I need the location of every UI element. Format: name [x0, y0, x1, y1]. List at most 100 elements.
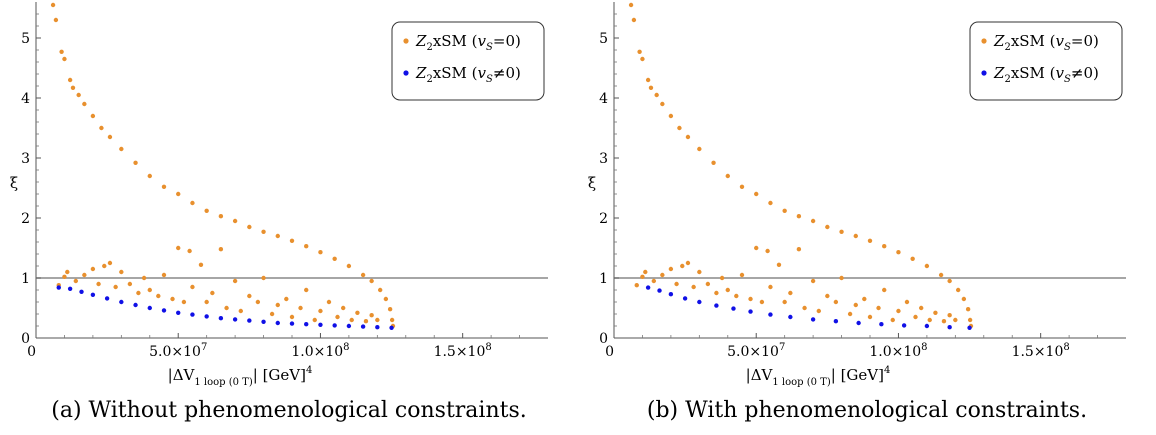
chart-0-series-0-point [102, 263, 107, 269]
chart-0-series-0-point [304, 287, 309, 293]
chart-0-series-1-point [79, 289, 84, 294]
chart-1-y-tick-label: 2 [599, 211, 608, 227]
chart-0-legend-label-1: Z2xSM (vS≠0) [415, 64, 521, 85]
chart-1-series-0-point [896, 250, 901, 255]
caption-b-label: (b) [646, 398, 679, 423]
chart-0-series-0-point [59, 49, 64, 54]
chart-1-series-0-point [705, 281, 711, 287]
chart-1-series-0-point [876, 305, 881, 311]
chart-1-series-0-point [725, 287, 730, 293]
chart-1-series-0-point [651, 278, 657, 284]
chart-0-series-0-point [369, 278, 374, 284]
chart-1-series-0-point [941, 319, 947, 324]
chart-1-series-0-point [645, 77, 651, 83]
chart-0-series-0-point [224, 305, 229, 311]
chart-0-series-1-point [90, 292, 96, 297]
chart-0-series-0-point [341, 305, 346, 311]
chart-0-series-1-point [275, 320, 280, 326]
chart-1-series-1-point [645, 285, 651, 290]
chart-1-series-0 [628, 2, 974, 329]
chart-0-series-0-point [170, 296, 175, 302]
chart-1-series-0-point [782, 299, 787, 305]
chart-0-series-0-point [67, 77, 73, 83]
chart-1-series-1-point [714, 303, 719, 308]
chart-1-legend-label-0: Z2xSM (vS=0) [993, 32, 1099, 53]
chart-1-series-0-point [927, 317, 932, 323]
chart-0-series-1-point [375, 325, 380, 330]
chart-1-series-0-point [768, 284, 773, 290]
chart-1-series-0-point [660, 272, 665, 278]
chart-1-series-1-point [788, 314, 793, 320]
caption-b: (b) With phenomenological constraints. [578, 398, 1156, 423]
chart-0-series-0-point [360, 272, 366, 278]
caption-b-text: With phenomenological constraints. [685, 398, 1088, 423]
chart-1-series-0-point [882, 287, 887, 293]
chart-0-series-0-point [53, 17, 59, 23]
chart-0-y-tick-label: 1 [21, 271, 30, 287]
chart-1-series-1-point [657, 288, 662, 293]
chart-1-series-0-point [739, 184, 745, 189]
chart-1-series-0-point [668, 113, 674, 119]
chart-0-series-0-point [284, 296, 289, 302]
chart-1-series-0-point [796, 247, 802, 252]
chart-1-series-0-point [674, 281, 679, 287]
chart-0-series-0-point [181, 299, 187, 305]
chart-1-series-0-point [947, 278, 952, 284]
chart-0-series-0-point [318, 308, 323, 314]
chart-1-series-1-point [668, 292, 674, 297]
chart-0-series-0-point [82, 272, 87, 278]
chart-0-series-0-point [198, 262, 204, 267]
chart-1-series-0-point [839, 275, 844, 281]
chart-1-series-1-point [731, 306, 736, 311]
chart-0-series-0-point [232, 218, 238, 224]
chart-0-series-1-point [56, 285, 61, 290]
chart-0-series-1-point [232, 317, 238, 322]
chart-0-series-1-point [289, 321, 295, 326]
chart-1-series-0-point [890, 317, 895, 323]
chart-1-series-0-point [802, 305, 807, 311]
chart-0-series-0-point [335, 314, 340, 320]
chart-0-series-0-point [218, 247, 224, 252]
chart-1-series-0-point [685, 260, 691, 266]
chart-0-series-0-point [369, 313, 374, 318]
chart-0-series-1-point [318, 322, 323, 327]
chart-0-x-tick-label: 1.5×108 [434, 342, 492, 360]
chart-1-series-0-point [910, 256, 915, 261]
chart-0-series-1-point [346, 323, 352, 329]
chart-1-series-0-point [867, 314, 873, 320]
chart-0-series-0-point [161, 272, 167, 278]
chart-0-series-0-point [141, 275, 147, 281]
chart-0-y-tick-label: 4 [21, 91, 30, 107]
chart-1-legend-marker-1 [981, 70, 987, 76]
chart-0-series-0-point [204, 208, 209, 213]
chart-0-series-0-point [73, 278, 79, 284]
chart-1-series-0-point [882, 244, 887, 249]
chart-0-series-0-point [119, 146, 124, 152]
chart-1-series-0-point [739, 272, 745, 278]
chart-0-series-0-point [156, 293, 161, 299]
chart-1-series-0-point [782, 208, 787, 213]
chart-0-series-0-point [96, 281, 101, 287]
caption-a: (a) Without phenomenological constraints… [0, 398, 578, 423]
chart-1-series-0-point [654, 92, 659, 98]
chart-0-legend [391, 21, 545, 101]
chart-1-series-0-point [853, 302, 858, 308]
chart-1-series-0-point [896, 308, 901, 314]
chart-1-series-0-point [640, 56, 645, 62]
chart-1-series-0-point [776, 262, 782, 267]
chart-1-series-0-point [862, 296, 867, 302]
chart-0-series-0-point [247, 293, 252, 299]
chart-1-y-tick-label: 4 [599, 91, 608, 107]
chart-1-series-0-point [847, 311, 853, 317]
chart-1-series-1-point [810, 317, 816, 322]
chart-1-series-0-point [680, 263, 685, 269]
chart-0-series-0-point [326, 299, 332, 305]
chart-1-series-0-point [685, 134, 691, 140]
chart-0-x-tick-label: 1.0×108 [291, 342, 349, 360]
chart-0-series-0-point [147, 173, 152, 179]
chart-1-series-0-point [637, 49, 642, 54]
chart-1-series-0-point [759, 299, 765, 305]
caption-a-label: (a) [51, 398, 82, 423]
chart-1-series-0-point [825, 224, 830, 230]
chart-1-series-0-point [668, 266, 674, 272]
